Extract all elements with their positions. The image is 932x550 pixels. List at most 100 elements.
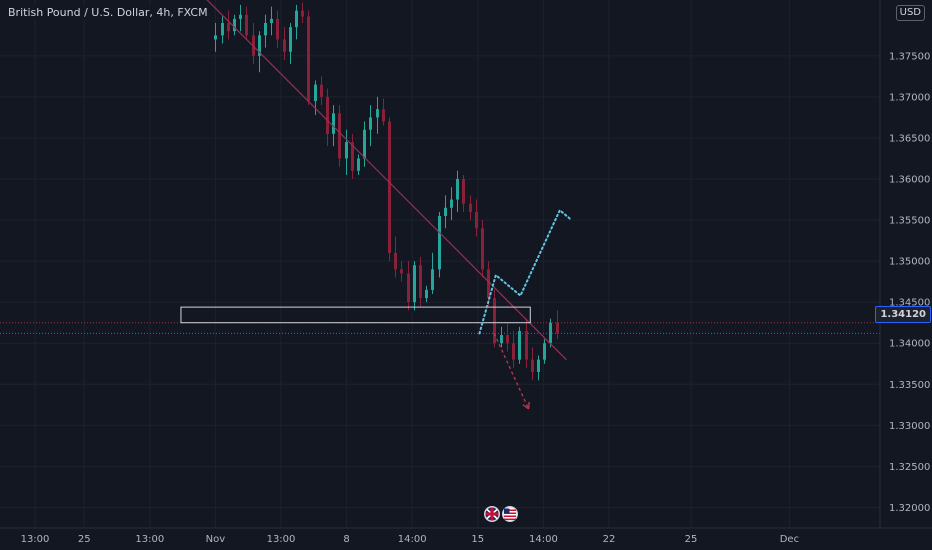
time-tick-label: 13:00 — [267, 534, 296, 545]
candle-body — [233, 18, 236, 32]
candle-body — [512, 343, 515, 360]
time-tick-label: 8 — [343, 534, 349, 545]
candle-body — [431, 269, 434, 290]
price-axis[interactable]: 1.32000 1.32500 1.33000 1.33500 1.34000 1.345… — [879, 0, 932, 550]
price-tick-label: 1.32000 — [889, 503, 930, 514]
candle-body — [518, 330, 521, 360]
candle-body — [556, 322, 559, 334]
candle-body — [543, 343, 546, 360]
candle-body — [283, 39, 286, 52]
price-tick-label: 1.33000 — [889, 421, 930, 432]
flag-stripe — [504, 518, 516, 520]
flag-canton — [504, 508, 510, 514]
candle-body — [456, 179, 459, 200]
candle-body — [326, 96, 329, 134]
candle-body — [270, 18, 273, 23]
candle-body — [258, 35, 261, 56]
candle-body — [506, 335, 509, 344]
candle-body — [221, 22, 224, 36]
candle-body — [407, 273, 410, 303]
event-flags[interactable] — [484, 506, 518, 522]
price-tick-label: 1.37500 — [889, 51, 930, 62]
price-tick-label: 1.34500 — [889, 298, 930, 309]
candle-body — [487, 269, 490, 299]
candle-body — [245, 14, 248, 36]
candle-body — [376, 109, 379, 118]
candle-body — [369, 117, 372, 130]
candle-body — [338, 113, 341, 159]
time-tick-label: 13:00 — [21, 534, 50, 545]
candle-body — [493, 298, 496, 344]
currency-badge[interactable]: USD — [895, 5, 925, 21]
candle-body — [400, 269, 403, 274]
price-tick-label: 1.35500 — [889, 216, 930, 227]
time-tick-label: 14:00 — [398, 534, 427, 545]
price-tick-label: 1.36000 — [889, 175, 930, 186]
arrowhead-stroke — [527, 401, 530, 409]
time-axis-background — [0, 528, 932, 550]
candle-body — [419, 265, 422, 299]
candle-body — [301, 10, 304, 17]
candle-body — [307, 16, 310, 102]
flag-stripe — [504, 509, 516, 511]
arrowhead-stroke — [522, 404, 530, 410]
candle-body — [438, 215, 441, 270]
time-tick-label: 15 — [471, 534, 484, 545]
candle-body — [345, 142, 348, 159]
candle-body — [469, 203, 472, 212]
candle-body — [549, 322, 552, 344]
time-tick-label: 13:00 — [135, 534, 164, 545]
candle-body — [475, 211, 478, 229]
candle-body — [351, 142, 354, 171]
time-tick-label: 25 — [685, 534, 698, 545]
time-tick-label: 14:00 — [529, 534, 558, 545]
time-tick-label: Dec — [780, 534, 799, 545]
candle-body — [481, 228, 484, 270]
us-flag-icon[interactable] — [502, 506, 518, 522]
candle-body — [214, 35, 217, 40]
candle-body — [320, 84, 323, 97]
candle-body — [289, 27, 292, 52]
price-tick-label: 1.37000 — [889, 92, 930, 103]
bearish-arrowhead — [522, 401, 530, 410]
price-tick-label: 1.36500 — [889, 133, 930, 144]
symbol-title: British Pound / U.S. Dollar, 4h, FXCM — [6, 5, 210, 20]
price-axis-background — [880, 0, 932, 550]
price-tick-label: 1.33500 — [889, 380, 930, 391]
time-tick-label: Nov — [206, 534, 226, 545]
current-price-tag: 1.34120 — [875, 306, 931, 323]
candle-body — [500, 335, 503, 344]
candle-body — [239, 14, 242, 19]
candle-body — [450, 199, 453, 208]
candle-body — [227, 22, 230, 32]
candle-body — [357, 158, 360, 171]
candle-body — [537, 359, 540, 372]
candle-body — [382, 109, 385, 122]
time-axis[interactable]: 13:00 25 13:00 Nov 13:00 8 14:00 15 14:00 22 25 Dec — [0, 527, 932, 550]
flag-stripe — [504, 512, 516, 514]
price-tick-label: 1.32500 — [889, 462, 930, 473]
trendline[interactable] — [189, 0, 567, 361]
candle-body — [332, 113, 335, 134]
candle-body — [444, 207, 447, 216]
candle-body — [314, 84, 317, 102]
candle-body — [264, 22, 267, 36]
candle-body — [525, 330, 528, 360]
bullish-projection-path[interactable] — [478, 208, 571, 335]
candle-body — [425, 289, 428, 299]
grid-lines — [0, 0, 880, 528]
support-zone-rectangle[interactable] — [180, 306, 531, 324]
price-tick-label: 1.35000 — [889, 257, 930, 268]
bearish-projection-path[interactable] — [493, 333, 530, 410]
time-tick-label: 22 — [603, 534, 616, 545]
candle-body — [413, 265, 416, 303]
candle-body — [531, 359, 534, 372]
candle-body — [394, 252, 397, 270]
candle-body — [276, 18, 279, 40]
gb-flag-icon[interactable] — [484, 506, 500, 522]
candle-body — [363, 129, 366, 159]
price-tick-label: 1.34000 — [889, 339, 930, 350]
flag-cross — [490, 507, 494, 521]
